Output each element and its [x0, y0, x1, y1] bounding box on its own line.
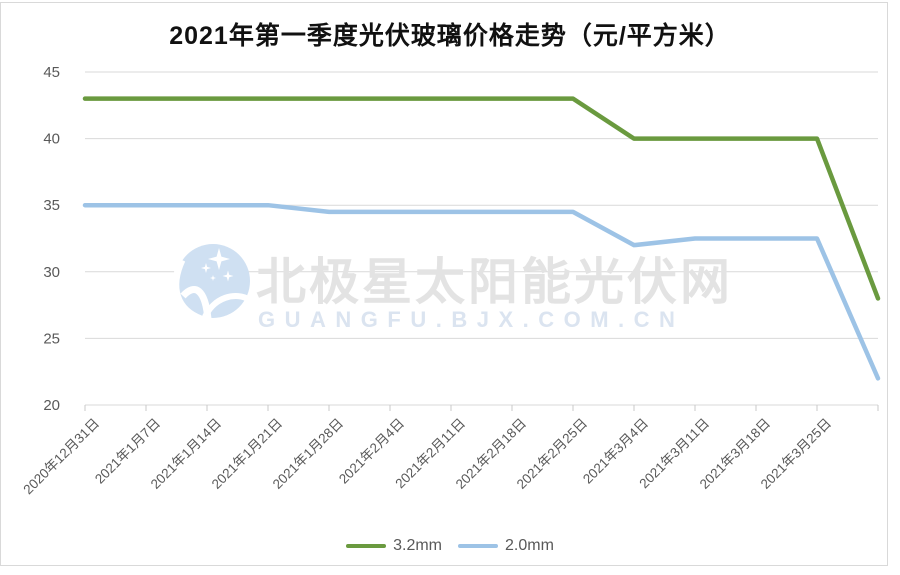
y-tick-label-45: 45 — [43, 64, 60, 81]
watermark-url-text: GUANGFU.BJX.COM.CN — [258, 307, 684, 332]
watermark-brand-text: 北极星太阳能光伏网 — [256, 254, 733, 310]
legend-swatch-2-0mm — [458, 543, 498, 549]
legend-item-2-0mm: 2.0mm — [458, 537, 554, 555]
chart-legend: 3.2mm 2.0mm — [0, 537, 900, 555]
grid-layer — [84, 71, 879, 411]
chart-frame — [0, 2, 888, 566]
watermark: 北极星太阳能光伏网 GUANGFU.BJX.COM.CN — [172, 244, 733, 332]
y-tick-label-30: 30 — [43, 264, 60, 281]
watermark-logo-icon — [172, 244, 252, 323]
series-line-3.2mm — [82, 96, 881, 301]
legend-label-2-0mm: 2.0mm — [505, 537, 554, 554]
y-tick-label-20: 20 — [43, 397, 60, 414]
legend-item-3-2mm: 3.2mm — [346, 537, 442, 555]
series-layer — [82, 96, 881, 381]
y-tick-label-25: 25 — [43, 330, 60, 347]
y-tick-label-35: 35 — [43, 197, 60, 214]
series-line-2.0mm — [82, 202, 881, 381]
x-tick-label: 2020年12月31日 — [20, 416, 102, 498]
legend-swatch-3-2mm — [346, 543, 387, 549]
y-tick-label-40: 40 — [43, 131, 60, 148]
chart-title: 2021年第一季度光伏玻璃价格走势（元/平方米） — [169, 22, 731, 50]
legend-label-3-2mm: 3.2mm — [393, 537, 442, 554]
